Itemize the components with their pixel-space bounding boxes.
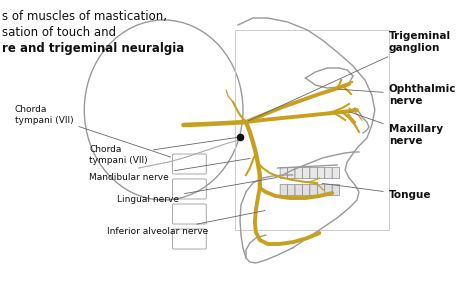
Text: re and trigeminal neuralgia: re and trigeminal neuralgia [2,42,184,55]
FancyBboxPatch shape [302,184,310,195]
Text: Chorda
tympani (VII): Chorda tympani (VII) [15,105,171,157]
FancyBboxPatch shape [288,184,295,195]
Text: Maxillary
nerve: Maxillary nerve [350,112,443,146]
FancyBboxPatch shape [325,184,332,195]
Text: Tongue: Tongue [322,183,431,200]
FancyBboxPatch shape [332,184,340,195]
Text: Ophthalmic
nerve: Ophthalmic nerve [338,84,456,106]
Text: Lingual nerve: Lingual nerve [117,178,277,204]
Text: Chorda
tympani (VII): Chorda tympani (VII) [89,137,237,165]
FancyBboxPatch shape [295,167,302,179]
Text: sation of touch and: sation of touch and [2,26,116,39]
FancyBboxPatch shape [317,184,325,195]
Bar [235,30,389,230]
FancyBboxPatch shape [332,167,340,179]
FancyBboxPatch shape [310,167,317,179]
FancyBboxPatch shape [295,184,302,195]
Text: Trigeminal
ganglion: Trigeminal ganglion [248,31,451,121]
FancyBboxPatch shape [302,167,310,179]
Text: s of muscles of mastication,: s of muscles of mastication, [2,10,167,23]
FancyBboxPatch shape [317,167,325,179]
FancyBboxPatch shape [288,167,295,179]
FancyBboxPatch shape [280,184,288,195]
Text: Inferior alveolar nerve: Inferior alveolar nerve [107,211,265,237]
FancyBboxPatch shape [325,167,332,179]
FancyBboxPatch shape [310,184,317,195]
Text: Mandibular nerve: Mandibular nerve [89,159,250,182]
FancyBboxPatch shape [280,167,288,179]
